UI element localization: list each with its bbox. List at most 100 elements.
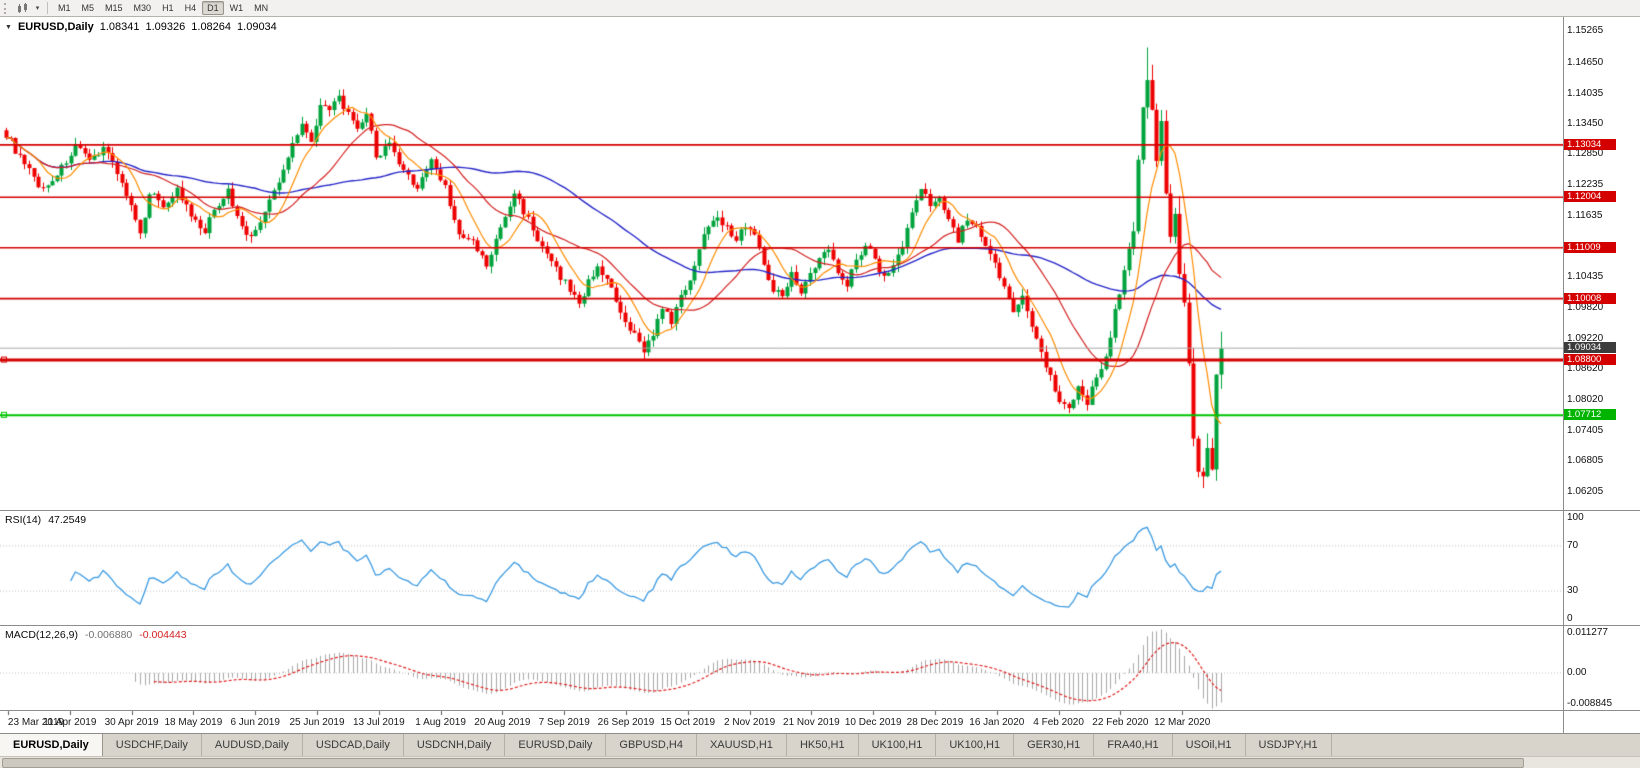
price-tick-label: 1.14650 <box>1567 56 1604 68</box>
resistance-price-label: 1.08800 <box>1564 354 1616 366</box>
chart-symbol-label: EURUSD,Daily <box>17 21 94 33</box>
pane-splitter-rsi[interactable] <box>0 510 1640 511</box>
tab-usoil-h1-13[interactable]: USOil,H1 <box>1172 734 1246 756</box>
tab-audusd-daily-2[interactable]: AUDUSD,Daily <box>201 734 303 756</box>
rsi-value: 47.2549 <box>48 514 87 526</box>
resistance-price-label: 1.11009 <box>1564 241 1616 253</box>
macd-signal-value: -0.004443 <box>139 629 187 641</box>
macd-main-value: -0.006880 <box>84 629 133 641</box>
price-tick-label: 1.09820 <box>1567 302 1604 314</box>
time-tick-label: 22 Feb 2020 <box>1092 717 1149 728</box>
time-tick-label: 12 Mar 2020 <box>1154 717 1211 728</box>
tab-usdcad-daily-3[interactable]: USDCAD,Daily <box>302 734 404 756</box>
timeframe-button-m1[interactable]: M1 <box>58 3 71 13</box>
tab-eurusd-daily-5[interactable]: EURUSD,Daily <box>505 734 607 756</box>
support-price-label: 1.07712 <box>1564 409 1616 421</box>
tab-usdcnh-daily-4[interactable]: USDCNH,Daily <box>403 734 506 756</box>
time-tick-label: 2 Nov 2019 <box>724 717 776 728</box>
rsi-scale-label: 30 <box>1567 585 1579 597</box>
scrollbar-thumb[interactable] <box>2 758 1524 768</box>
price-tick-label: 1.12235 <box>1567 179 1604 191</box>
time-tick-label: 25 Jun 2019 <box>289 717 345 728</box>
time-tick-label: 20 Aug 2019 <box>474 717 531 728</box>
resistance-price-label: 1.13034 <box>1564 138 1616 150</box>
resistance-price-label: 1.12004 <box>1564 191 1616 203</box>
chart-tabs: EURUSD,Daily USDCHF,Daily AUDUSD,Daily USDC… <box>0 734 1332 756</box>
time-tick-label: 16 Jan 2020 <box>969 717 1025 728</box>
timeframe-button-m5[interactable]: M5 <box>81 3 95 13</box>
toolbar-separator <box>47 2 48 14</box>
time-tick-label: 1 Aug 2019 <box>415 717 466 728</box>
time-tick-label: 10 Dec 2019 <box>844 717 902 728</box>
timeframe-button-w1[interactable]: W1 <box>229 3 244 13</box>
time-tick-label: 7 Sep 2019 <box>538 717 590 728</box>
rsi-scale-label: 0 <box>1567 613 1573 624</box>
ohlc-high: 1.09326 <box>145 21 186 33</box>
macd-scale-label: 0.011277 <box>1567 627 1608 638</box>
macd-indicator-label: MACD(12,26,9) -0.006880 -0.004443 <box>5 629 187 641</box>
time-tick-label: 15 Oct 2019 <box>660 717 716 728</box>
price-chart-canvas[interactable] <box>0 17 1563 733</box>
tab-hk50-h1-8[interactable]: HK50,H1 <box>786 734 859 756</box>
time-tick-label: 11 Apr 2019 <box>43 717 97 728</box>
time-axis-separator <box>0 710 1640 711</box>
time-axis[interactable]: 23 Mar 2019 11 Apr 2019 30 Apr 2019 18 May … <box>0 714 1563 733</box>
price-tick-label: 1.12850 <box>1567 148 1604 160</box>
time-tick-label: 18 May 2019 <box>164 717 223 728</box>
time-tick-label: 6 Jun 2019 <box>230 717 280 728</box>
tab-ger30-h1-11[interactable]: GER30,H1 <box>1014 734 1095 756</box>
chart-tabs-bar: EURUSD,Daily USDCHF,Daily AUDUSD,Daily USDC… <box>0 733 1640 756</box>
chart-type-dropdown-caret[interactable]: ▾ <box>35 5 40 12</box>
timeframe-button-d1[interactable]: D1 <box>202 1 224 15</box>
top-toolbar: ▾ M1 M5 M15 M30 H1 H4 D1 W1 MN <box>0 0 1640 17</box>
macd-name: MACD(12,26,9) <box>5 629 78 641</box>
tab-uk100-h1-10[interactable]: UK100,H1 <box>936 734 1015 756</box>
price-tick-label: 1.11635 <box>1567 209 1603 221</box>
time-tick-label: 23 Mar 2019 <box>7 717 65 728</box>
horizontal-scrollbar[interactable] <box>0 756 1640 768</box>
rsi-scale-label: 70 <box>1567 539 1579 551</box>
time-tick-label: 26 Sep 2019 <box>597 717 655 728</box>
tab-gbpusd-h4-6[interactable]: GBPUSD,H4 <box>606 734 697 756</box>
tab-usdchf-daily-1[interactable]: USDCHF,Daily <box>102 734 202 756</box>
timeframe-button-h4[interactable]: H4 <box>184 3 197 13</box>
time-tick-label: 13 Jul 2019 <box>352 717 405 728</box>
timeframe-button-m30[interactable]: M30 <box>133 3 152 13</box>
price-axis-separator <box>1563 17 1564 733</box>
price-tick-label: 1.13450 <box>1567 117 1604 129</box>
current-price-label: 1.09034 <box>1564 342 1616 354</box>
price-tick-label: 1.15265 <box>1567 25 1604 37</box>
macd-scale-label: -0.008845 <box>1567 698 1613 709</box>
ohlc-close: 1.09034 <box>237 21 277 33</box>
price-tick-label: 1.06805 <box>1567 455 1604 467</box>
price-tick-label: 1.14035 <box>1567 87 1604 99</box>
tab-eurusd-daily-0[interactable]: EURUSD,Daily <box>0 734 103 756</box>
price-tick-label: 1.08620 <box>1567 363 1604 375</box>
tab-usdjpy-h1-14[interactable]: USDJPY,H1 <box>1245 734 1332 756</box>
time-tick-label: 30 Apr 2019 <box>104 717 159 728</box>
chart-collapse-icon[interactable]: ▼ <box>5 23 12 31</box>
ohlc-open: 1.08341 <box>99 21 140 33</box>
timeframe-button-mn[interactable]: MN <box>254 3 269 13</box>
chart-title: ▼ EURUSD,Daily 1.08341 1.09326 1.08264 1… <box>5 21 277 33</box>
time-tick-label: 28 Dec 2019 <box>906 717 964 728</box>
rsi-scale-label: 100 <box>1567 512 1584 523</box>
tab-fra40-h1-12[interactable]: FRA40,H1 <box>1094 734 1173 756</box>
timeframe-button-m15[interactable]: M15 <box>105 3 123 13</box>
tab-xauusd-h1-7[interactable]: XAUUSD,H1 <box>696 734 787 756</box>
timeframe-button-h1[interactable]: H1 <box>162 3 174 13</box>
toolbar-grip[interactable] <box>4 2 10 14</box>
price-tick-label: 1.08020 <box>1567 393 1604 405</box>
chart-type-icon[interactable] <box>14 1 32 16</box>
time-tick-label: 4 Feb 2020 <box>1033 717 1084 728</box>
rsi-name: RSI(14) <box>5 514 42 526</box>
pane-splitter-macd[interactable] <box>0 625 1640 626</box>
rsi-indicator-label: RSI(14) 47.2549 <box>5 514 86 526</box>
price-tick-label: 1.06205 <box>1567 485 1604 497</box>
price-tick-label: 1.10435 <box>1567 270 1604 282</box>
timeframe-group: M1 M5 M15 M30 H1 H4 D1 W1 MN <box>53 1 273 15</box>
tab-uk100-h1-9[interactable]: UK100,H1 <box>858 734 937 756</box>
candlestick-icon <box>18 2 27 13</box>
macd-scale-label: 0.00 <box>1567 666 1587 678</box>
